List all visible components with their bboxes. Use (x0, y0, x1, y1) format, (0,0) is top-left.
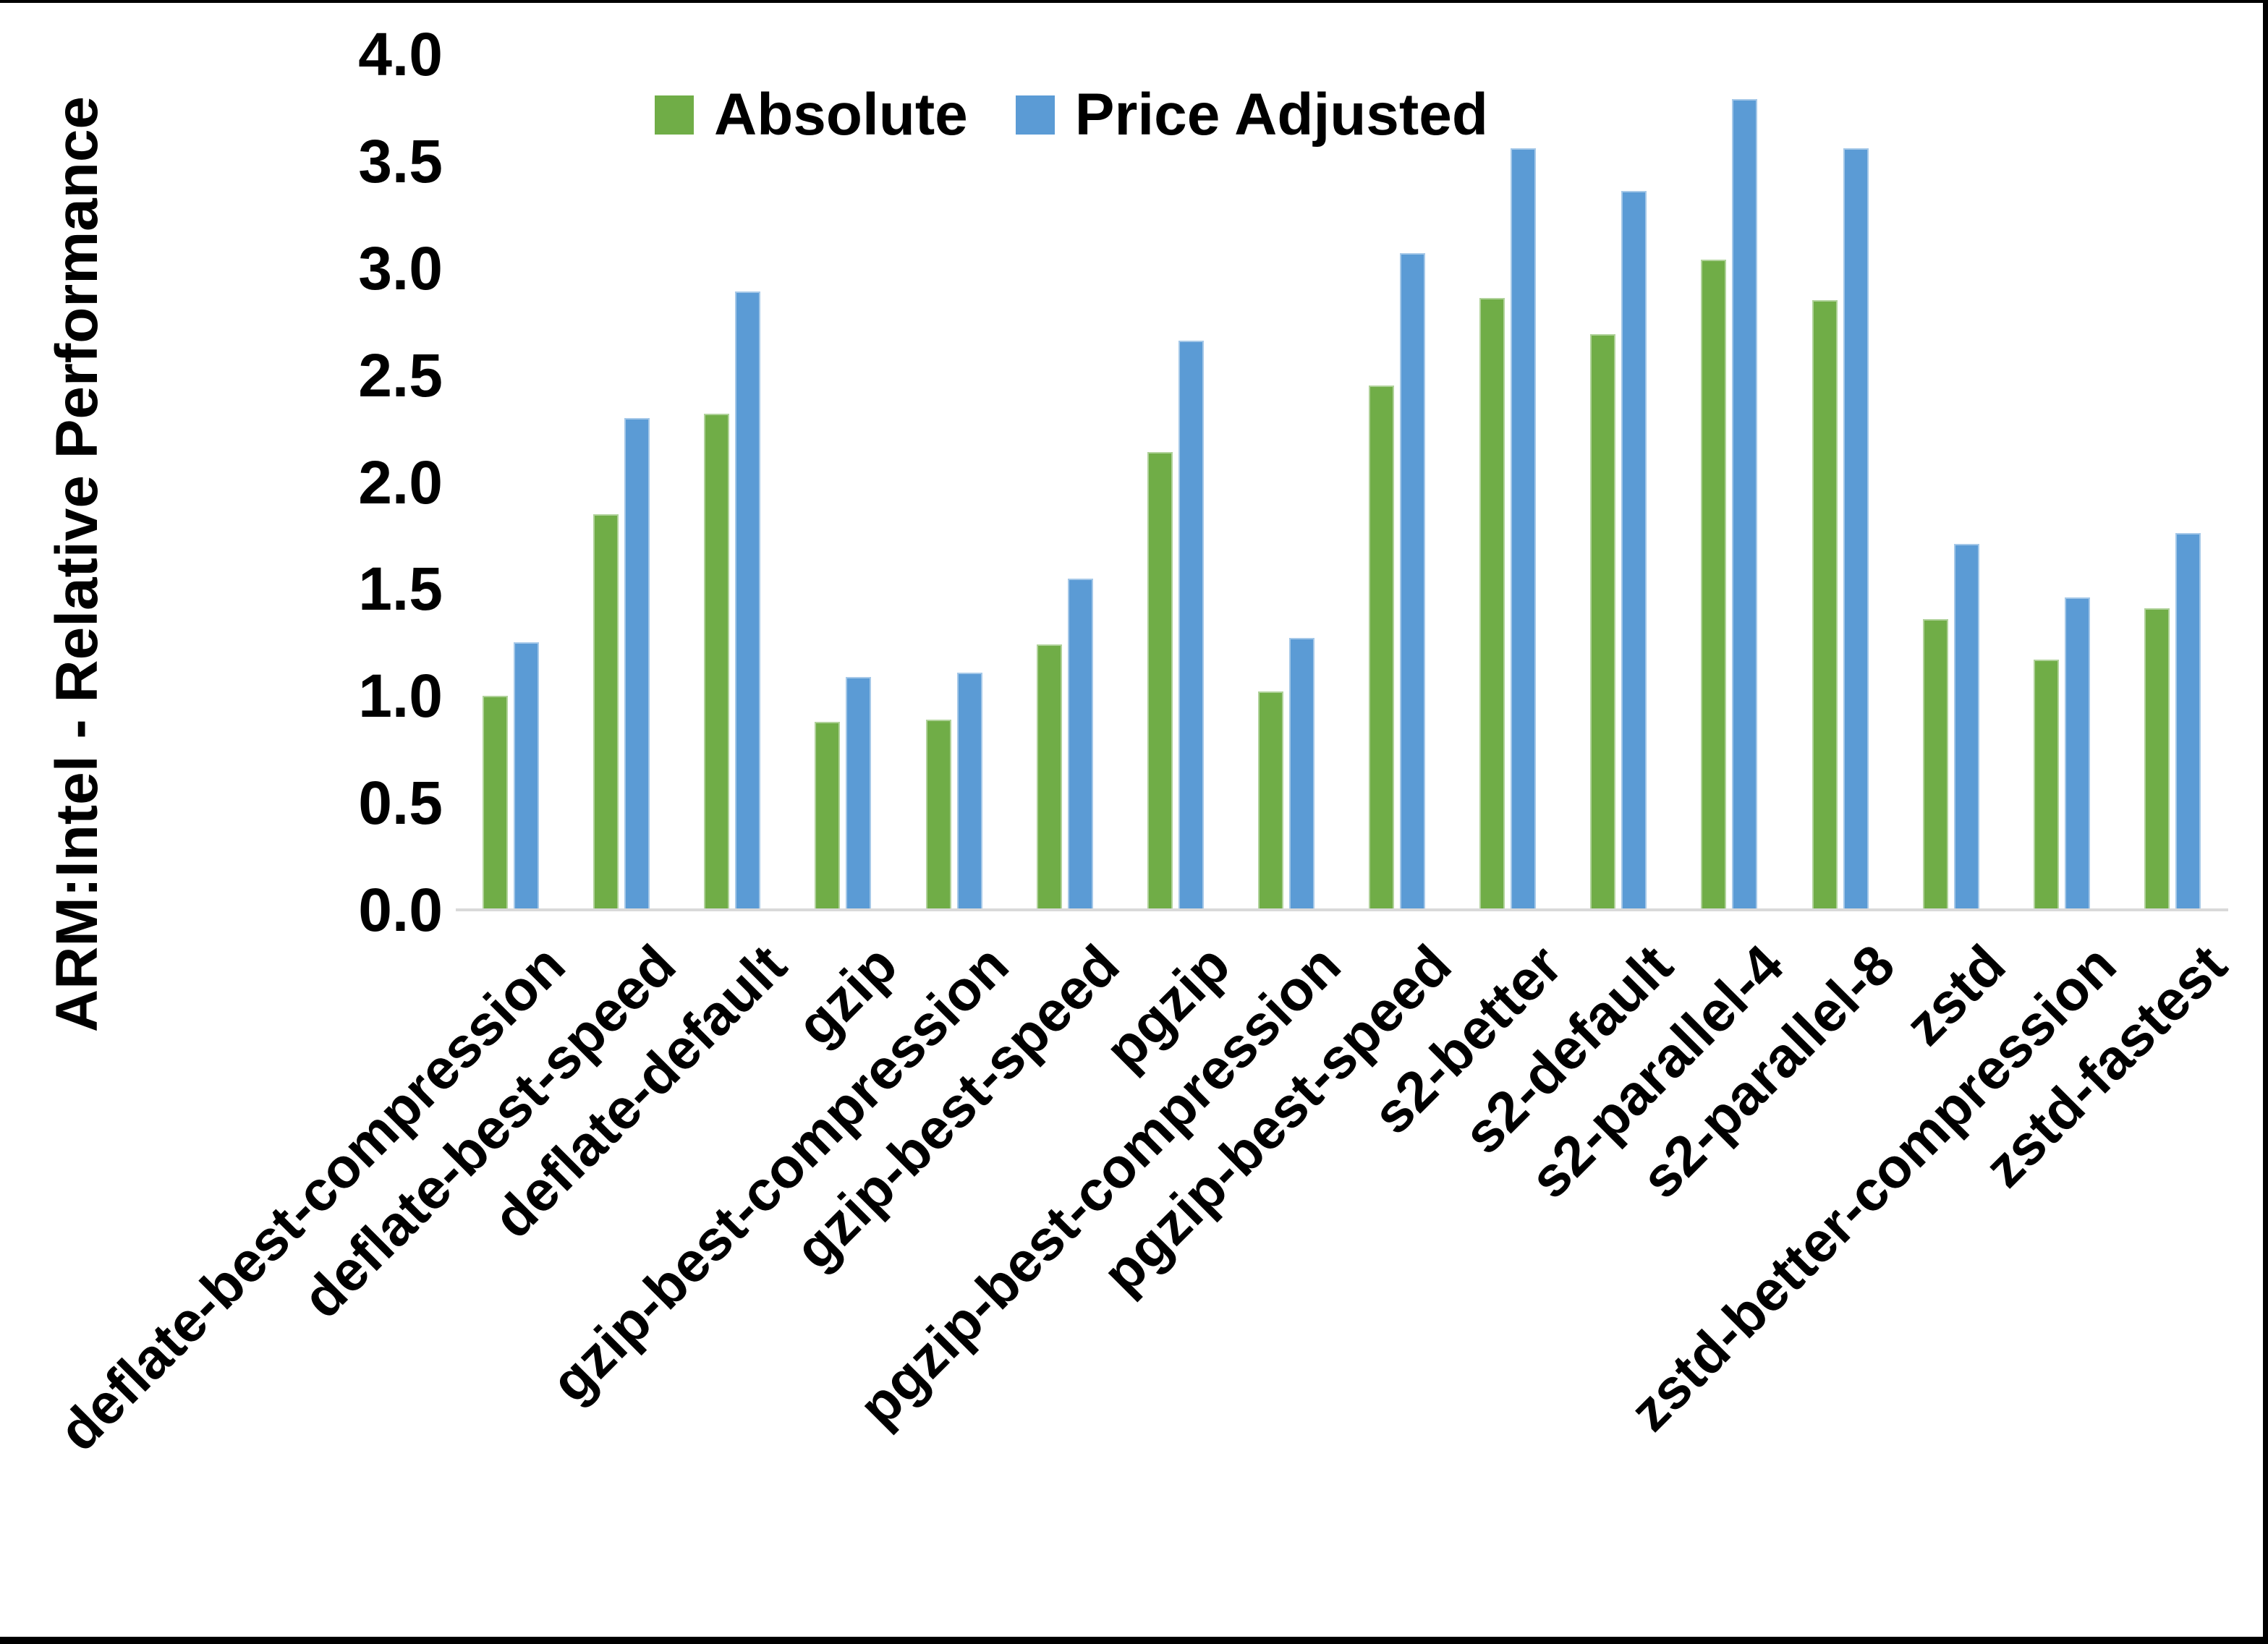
bar-price-adjusted-gzip-best-compression (957, 673, 982, 910)
bar-absolute-zstd (1923, 619, 1948, 910)
y-tick-label: 0.5 (358, 769, 443, 838)
y-tick-label: 1.0 (358, 662, 443, 731)
bar-price-adjusted-deflate-default (735, 291, 760, 910)
bar-price-adjusted-s2-better (1511, 148, 1536, 910)
bar-price-adjusted-zstd (1954, 544, 1979, 910)
y-tick-label: 4.0 (358, 20, 443, 88)
bar-price-adjusted-zstd-better-compression (2065, 597, 2090, 910)
bar-absolute-gzip-best-compression (926, 720, 951, 910)
bar-absolute-pgzip (1147, 452, 1173, 910)
frame-border-top (0, 0, 2268, 3)
bar-absolute-deflate-best-compression (483, 696, 508, 910)
x-axis-line (456, 908, 2228, 911)
legend: Absolute Price Adjusted (655, 82, 1488, 148)
y-axis-title: ARM:Intel - Relative Performance (44, 95, 110, 1033)
bar-absolute-s2-parallel-8 (1812, 300, 1838, 910)
y-tick-label: 2.0 (358, 448, 443, 516)
frame-border-bottom (0, 1637, 2268, 1644)
bar-price-adjusted-gzip (846, 677, 871, 910)
bar-absolute-deflate-default (704, 414, 729, 910)
bar-absolute-deflate-best-speed (593, 514, 619, 910)
legend-swatch-price-adjusted (1015, 95, 1055, 135)
bar-absolute-gzip (815, 722, 840, 910)
bar-price-adjusted-s2-parallel-4 (1732, 99, 1757, 910)
bar-price-adjusted-deflate-best-speed (624, 418, 650, 910)
bar-absolute-zstd-fastest (2144, 608, 2170, 910)
legend-swatch-absolute (655, 95, 694, 135)
y-tick-label: 0.0 (358, 876, 443, 944)
bar-price-adjusted-pgzip (1178, 341, 1204, 910)
bar-absolute-s2-default (1590, 334, 1615, 910)
y-tick-label: 1.5 (358, 555, 443, 623)
frame-border-right (2263, 0, 2268, 1644)
legend-item-price-adjusted: Price Adjusted (1015, 82, 1488, 148)
bar-price-adjusted-zstd-fastest (2175, 533, 2201, 910)
bar-price-adjusted-pgzip-best-compression (1289, 638, 1314, 910)
legend-label-absolute: Absolute (714, 82, 968, 148)
bar-price-adjusted-deflate-best-compression (514, 642, 539, 910)
y-tick-label: 3.0 (358, 234, 443, 302)
legend-label-price-adjusted: Price Adjusted (1074, 82, 1488, 148)
y-tick-label: 2.5 (358, 341, 443, 409)
bar-absolute-s2-parallel-4 (1701, 260, 1726, 910)
legend-item-absolute: Absolute (655, 82, 968, 148)
bar-absolute-pgzip-best-speed (1369, 386, 1394, 910)
bar-absolute-pgzip-best-compression (1258, 691, 1283, 910)
bar-price-adjusted-s2-parallel-8 (1843, 148, 1869, 910)
bar-price-adjusted-s2-default (1621, 191, 1647, 910)
bar-absolute-zstd-better-compression (2034, 660, 2059, 910)
y-tick-label: 3.5 (358, 127, 443, 195)
bar-price-adjusted-pgzip-best-speed (1400, 253, 1425, 910)
bar-absolute-s2-better (1479, 298, 1505, 910)
bar-absolute-gzip-best-speed (1037, 644, 1062, 910)
bar-price-adjusted-gzip-best-speed (1068, 579, 1093, 910)
